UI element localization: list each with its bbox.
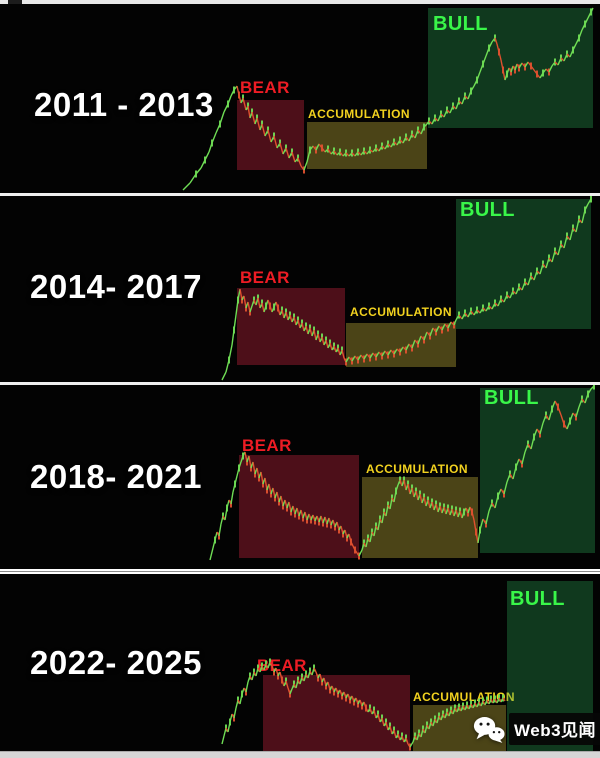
accumulation-label: ACCUMULATION (308, 107, 410, 121)
period-label: 2014- 2017 (30, 268, 202, 305)
accumulation-zone (307, 122, 427, 169)
bull-label: BULL (433, 13, 488, 35)
bull-label: BULL (484, 387, 539, 409)
period-label: 2011 - 2013 (34, 86, 214, 123)
cycle-panel-2014-2017: 2014- 2017 BEAR ACCUMULATION BULL (0, 196, 600, 382)
bear-label: BEAR (240, 268, 290, 287)
price-chart: BEAR ACCUMULATION BULL (209, 385, 595, 561)
price-chart: BEAR ACCUMULATION BULL (182, 7, 594, 191)
bear-label: BEAR (240, 78, 290, 97)
bottom-strip (0, 751, 600, 758)
cycle-panel-2022-2025: 2022- 2025 BEAR ACCUMULATION BULL (0, 574, 600, 751)
bear-zone (263, 675, 410, 751)
wechat-icon (473, 716, 505, 743)
bear-zone (239, 455, 359, 558)
cycle-panel-2011-2013: 2011 - 2013 BEAR ACCUMULATION BULL (0, 4, 600, 193)
panel-divider (0, 569, 600, 574)
bear-zone (237, 100, 304, 170)
watermark-text: Web3见闻 (509, 713, 600, 745)
panel-divider (0, 193, 600, 196)
bear-label: BEAR (257, 656, 307, 675)
cycle-panel-2018-2021: 2018- 2021 BEAR ACCUMULATION BULL (0, 385, 600, 569)
panel-divider (0, 382, 600, 385)
price-chart: BEAR ACCUMULATION BULL (221, 196, 592, 381)
bear-label: BEAR (242, 436, 292, 455)
corner-notch (8, 0, 22, 4)
accumulation-zone (346, 323, 456, 367)
bull-zone (456, 199, 591, 329)
bull-label: BULL (510, 588, 565, 610)
bull-label: BULL (460, 199, 515, 221)
period-label: 2022- 2025 (30, 644, 202, 681)
accumulation-label: ACCUMULATION (366, 462, 468, 476)
watermark: Web3见闻 (473, 713, 600, 745)
accumulation-label: ACCUMULATION (413, 690, 515, 704)
accumulation-label: ACCUMULATION (350, 305, 452, 319)
top-strip (0, 0, 600, 4)
period-label: 2018- 2021 (30, 458, 202, 495)
